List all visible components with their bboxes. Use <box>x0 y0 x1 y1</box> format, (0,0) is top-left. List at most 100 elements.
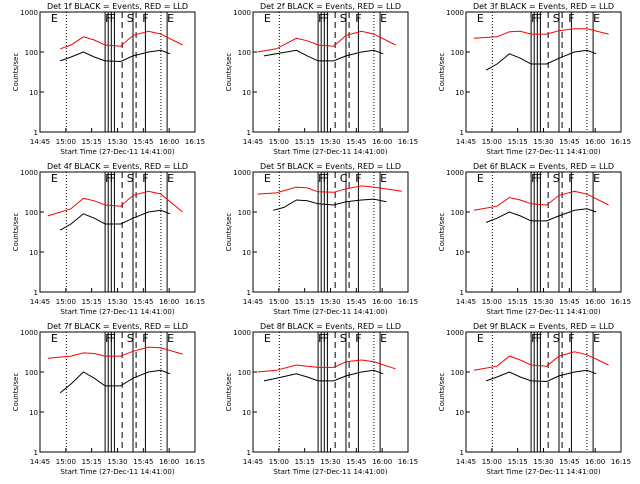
series-line <box>485 49 597 71</box>
series-line <box>485 208 597 223</box>
flag-label: F <box>355 12 361 25</box>
x-tick-label: 16:15 <box>611 138 631 146</box>
flag-label: F <box>536 172 542 185</box>
series-line <box>257 30 396 53</box>
detector-panel: Det 6f BLACK = Events, RED = LLD 1 10 100 10… <box>438 162 631 316</box>
panel-title: Det 8f BLACK = Events, RED = LLD <box>260 322 401 331</box>
x-tick-label: 16:15 <box>398 458 418 466</box>
flag-label: E <box>477 12 484 25</box>
flag-label: C <box>340 172 348 185</box>
y-axis-label: Counts/sec <box>225 53 233 92</box>
x-tick-label: 15:15 <box>508 298 528 306</box>
x-tick-label: 15:00 <box>482 458 502 466</box>
x-tick-label: 15:30 <box>533 298 553 306</box>
plot-frame <box>252 331 409 453</box>
x-axis-label: Start Time (27-Dec-11 14:41:00) <box>60 148 174 156</box>
flag-label: S <box>553 12 560 25</box>
flag-label: E <box>380 12 387 25</box>
series-line <box>473 28 609 39</box>
y-tick-label: 100 <box>238 209 251 217</box>
x-tick-label: 15:15 <box>295 298 315 306</box>
flag-label: E <box>477 332 484 345</box>
x-tick-label: 16:00 <box>159 138 179 146</box>
flag-label: F <box>568 332 574 345</box>
x-tick-label: 15:45 <box>346 298 366 306</box>
y-tick-label: 10 <box>29 89 38 97</box>
y-axis-label: Counts/sec <box>438 213 446 252</box>
y-tick-label: 10 <box>455 409 464 417</box>
detector-panel: Det 3f BLACK = Events, RED = LLD 1 10 100 10… <box>438 2 631 156</box>
flag-label: E <box>51 332 58 345</box>
flag-label: E <box>380 172 387 185</box>
y-tick-label: 10 <box>242 409 251 417</box>
y-tick-label: 100 <box>451 369 464 377</box>
series-line <box>263 49 384 62</box>
x-tick-label: 15:15 <box>82 138 102 146</box>
flag-label: F <box>355 332 361 345</box>
y-axis-label: Counts/sec <box>12 373 20 412</box>
y-tick-label: 1 <box>247 129 251 137</box>
x-tick-label: 15:30 <box>320 298 340 306</box>
x-tick-label: 15:00 <box>56 138 76 146</box>
y-tick-label: 1 <box>460 289 464 297</box>
x-tick-label: 16:00 <box>372 298 392 306</box>
y-tick-label: 100 <box>238 369 251 377</box>
x-tick-label: 15:45 <box>133 298 153 306</box>
x-axis-label: Start Time (27-Dec-11 14:41:00) <box>60 308 174 316</box>
x-tick-label: 16:00 <box>585 298 605 306</box>
x-tick-label: 15:15 <box>508 458 528 466</box>
flag-label: F <box>536 332 542 345</box>
x-tick-label: 15:00 <box>482 298 502 306</box>
x-axis-label: Start Time (27-Dec-11 14:41:00) <box>60 468 174 476</box>
flag-label: F <box>531 12 537 25</box>
flag-label: E <box>380 332 387 345</box>
flag-label: E <box>264 332 271 345</box>
series-line <box>473 190 609 211</box>
x-tick-label: 14:45 <box>30 458 50 466</box>
flag-label: F <box>105 172 111 185</box>
y-tick-label: 1 <box>247 289 251 297</box>
plot-frame <box>465 11 622 133</box>
x-tick-label: 14:45 <box>30 298 50 306</box>
x-tick-label: 15:45 <box>133 458 153 466</box>
series-line <box>59 369 171 394</box>
plot-frame <box>465 171 622 293</box>
y-axis-label: Counts/sec <box>12 53 20 92</box>
y-tick-label: 1 <box>247 449 251 457</box>
x-axis-label: Start Time (27-Dec-11 14:41:00) <box>486 468 600 476</box>
x-tick-label: 16:15 <box>611 298 631 306</box>
y-tick-label: 100 <box>25 49 38 57</box>
x-tick-label: 15:30 <box>320 138 340 146</box>
flag-label: F <box>110 332 116 345</box>
flag-label: S <box>340 12 347 25</box>
x-tick-label: 15:00 <box>56 458 76 466</box>
y-axis-label: Counts/sec <box>225 213 233 252</box>
panel-title: Det 1f BLACK = Events, RED = LLD <box>47 2 188 11</box>
x-tick-label: 16:00 <box>159 298 179 306</box>
flag-label: S <box>127 332 134 345</box>
y-tick-label: 10 <box>242 249 251 257</box>
y-tick-label: 1 <box>460 129 464 137</box>
series-line <box>257 359 396 373</box>
flag-label: F <box>355 172 361 185</box>
flag-label: F <box>110 12 116 25</box>
flag-label: F <box>142 172 148 185</box>
y-tick-label: 1000 <box>233 169 251 177</box>
plot-frame <box>252 11 409 133</box>
flag-label: F <box>536 12 542 25</box>
series-line <box>59 209 171 231</box>
x-tick-label: 15:15 <box>295 458 315 466</box>
detector-panel: Det 4f BLACK = Events, RED = LLD 1 10 100 10… <box>12 162 205 316</box>
y-tick-label: 1000 <box>20 329 38 337</box>
flag-label: F <box>318 12 324 25</box>
x-tick-label: 16:15 <box>185 458 205 466</box>
y-tick-label: 1000 <box>20 9 38 17</box>
x-tick-label: 14:45 <box>243 298 263 306</box>
x-tick-label: 14:45 <box>243 458 263 466</box>
y-tick-label: 1 <box>34 129 38 137</box>
x-tick-label: 16:15 <box>398 298 418 306</box>
x-tick-label: 14:45 <box>243 138 263 146</box>
flag-label: E <box>167 12 174 25</box>
flag-label: F <box>323 12 329 25</box>
